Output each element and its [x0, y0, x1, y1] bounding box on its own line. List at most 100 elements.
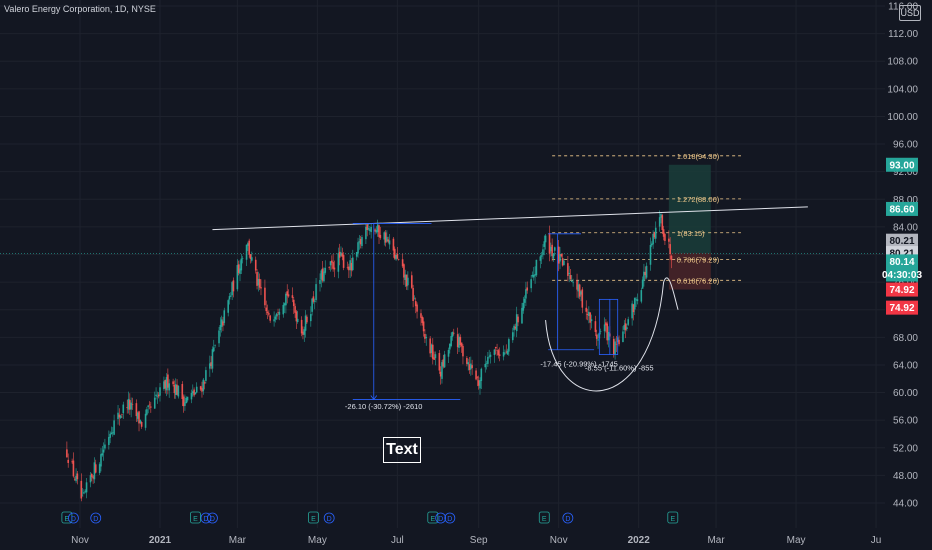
candle-body — [489, 354, 492, 357]
candle-body — [670, 255, 673, 261]
price-badge — [886, 254, 918, 269]
candle-body — [311, 298, 313, 312]
candle-body — [515, 314, 518, 332]
candle-body — [323, 271, 325, 282]
candle-body — [476, 377, 479, 379]
candle-body — [172, 381, 174, 385]
candle-body — [641, 279, 644, 289]
candle-body — [413, 298, 416, 300]
fib-level-label: 1.618(94.30) — [677, 152, 720, 161]
candle-body — [393, 248, 396, 259]
candle-body — [506, 350, 509, 355]
candle-body — [504, 353, 506, 354]
candle-body — [247, 243, 249, 246]
currency-button[interactable]: USD — [899, 5, 921, 21]
measure-arrow-head — [370, 395, 378, 401]
x-axis-label: Sep — [470, 535, 488, 546]
y-axis-label: 48.00 — [893, 471, 918, 482]
candle-body — [612, 338, 615, 356]
candle-body — [539, 256, 542, 261]
candle-body — [348, 266, 350, 271]
candle-body — [569, 275, 572, 280]
candle-body — [467, 362, 469, 365]
candle-body — [218, 330, 220, 344]
candle-body — [358, 241, 361, 243]
candle-body — [522, 302, 525, 311]
dividend-marker-label: D — [565, 516, 570, 523]
candle-body — [369, 229, 371, 231]
candle-body — [552, 253, 555, 259]
candle-body — [292, 299, 295, 307]
candle-body — [563, 260, 565, 266]
candle-body — [248, 240, 250, 255]
candle-body — [365, 226, 367, 240]
text-annotation[interactable]: Text — [383, 437, 421, 463]
candle-body — [346, 267, 349, 268]
candle-body — [315, 284, 317, 301]
candle-body — [560, 254, 563, 257]
candle-body — [174, 384, 177, 395]
dividend-marker — [435, 512, 447, 524]
candle-body — [618, 339, 620, 345]
candle-body — [333, 267, 336, 270]
candle-body — [523, 298, 526, 303]
resistance-line — [212, 206, 808, 231]
candle-body — [652, 233, 654, 245]
candle-body — [374, 229, 376, 232]
candle-body — [66, 449, 68, 458]
price-badge-label: 80.21 — [889, 236, 914, 247]
candle-body — [458, 336, 460, 348]
candle-body — [606, 323, 609, 341]
x-axis-label: Mar — [707, 535, 725, 546]
candle-body — [111, 432, 114, 433]
candle-body — [304, 315, 307, 331]
candle-body — [135, 403, 138, 417]
candle-body — [258, 278, 261, 288]
candle-body — [561, 258, 564, 266]
candle-body — [302, 331, 304, 335]
candle-body — [80, 480, 83, 499]
candle-body — [146, 409, 148, 415]
candle-body — [83, 492, 85, 494]
candle-body — [407, 277, 409, 286]
candle-body — [177, 385, 180, 397]
candle-body — [525, 289, 527, 299]
candle-body — [484, 363, 487, 368]
fib-level-label: 1(83.15) — [677, 229, 705, 238]
candle-body — [624, 323, 627, 331]
candle-body — [387, 239, 389, 242]
candle-body — [136, 412, 139, 419]
candle-body — [130, 402, 132, 410]
candle-body — [223, 310, 226, 323]
candle-body — [640, 290, 643, 302]
candle-body — [118, 414, 121, 418]
candle-body — [156, 395, 159, 397]
target-zone — [668, 164, 711, 254]
candle-body — [167, 374, 169, 388]
measure-box — [598, 298, 619, 355]
candle-body — [122, 404, 125, 414]
candle-body — [660, 214, 662, 218]
candle-body — [320, 270, 323, 280]
candle-body — [286, 291, 289, 296]
candle-body — [176, 384, 178, 395]
candle-body — [450, 336, 452, 347]
candle-body — [544, 235, 547, 243]
candle-body — [313, 300, 316, 302]
candle-body — [361, 237, 363, 247]
candle-body — [332, 262, 334, 269]
earnings-marker-label: E — [193, 516, 198, 523]
x-axis-label: May — [787, 535, 806, 546]
candle-body — [543, 241, 546, 247]
dividend-marker-label: D — [210, 516, 215, 523]
candle-body — [205, 370, 207, 381]
candle-body — [581, 289, 584, 308]
candle-body — [357, 242, 359, 254]
candle-body — [359, 239, 362, 245]
candle-body — [396, 253, 399, 259]
candle-body — [475, 370, 477, 380]
dividend-marker — [444, 512, 456, 524]
candle-body — [266, 311, 269, 313]
candle-body — [203, 382, 206, 384]
